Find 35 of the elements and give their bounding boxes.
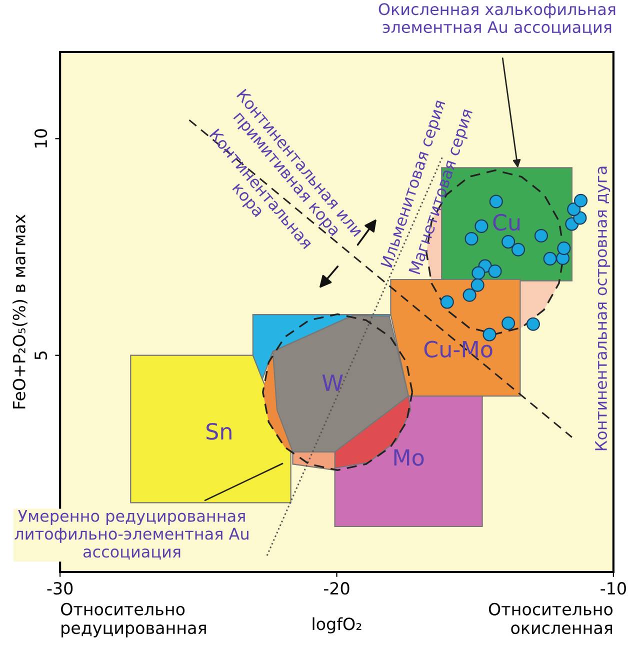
- point: [567, 202, 581, 216]
- point: [440, 295, 454, 309]
- x-axis-title: logfO₂: [312, 617, 362, 634]
- series-label: Cu-Mo: [424, 340, 492, 358]
- text: Окисленная халькофильная элементная Au ассоциация: [378, 3, 616, 36]
- y-axis-title: FeO+P₂O₅(%) в магмах: [12, 214, 28, 408]
- series-label: Sn: [206, 422, 232, 440]
- point: [543, 252, 557, 266]
- point: [526, 317, 540, 331]
- series-label: W: [322, 374, 343, 391]
- point: [489, 194, 503, 208]
- point: [502, 316, 516, 330]
- point: [488, 264, 502, 278]
- series-label: Mo: [394, 449, 424, 466]
- text: Относительно окисленная: [488, 602, 613, 634]
- point: [557, 242, 571, 256]
- point: [511, 242, 526, 256]
- annotation: Континентальная островная дуга: [595, 166, 610, 450]
- point: [574, 194, 588, 208]
- text: Относительно редуцированная: [61, 602, 206, 638]
- point: [482, 328, 496, 342]
- point: [470, 278, 484, 292]
- x-tick-label: -30: [47, 582, 73, 595]
- series-label: Cu: [493, 214, 520, 231]
- point: [502, 235, 516, 249]
- point: [472, 266, 486, 280]
- point: [474, 219, 488, 233]
- point: [464, 232, 478, 246]
- x-tick-label: -20: [324, 582, 350, 595]
- point: [462, 288, 476, 302]
- y-tick-label: 10: [34, 129, 48, 148]
- point: [534, 228, 548, 242]
- annotation: Умеренно редуцированная литофильно-элементная Au ассоциация: [14, 510, 248, 560]
- x-tick-label: -10: [600, 582, 626, 595]
- y-tick-label: 5: [34, 351, 48, 360]
